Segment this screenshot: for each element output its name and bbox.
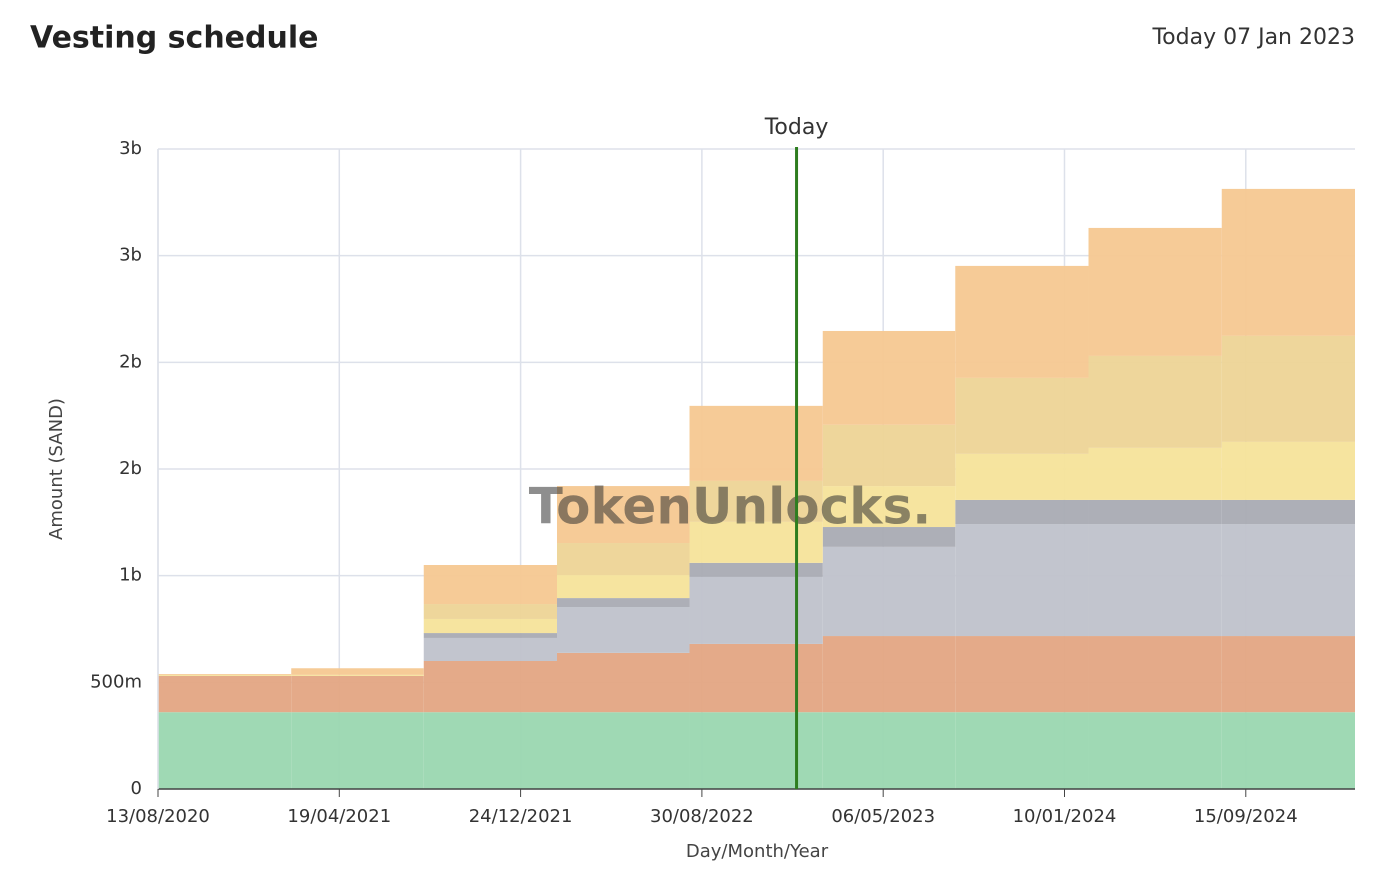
area-step xyxy=(557,575,690,599)
x-tick-label: 15/09/2024 xyxy=(1194,806,1298,827)
area-step xyxy=(1088,447,1222,500)
area-step xyxy=(557,607,690,653)
area-step xyxy=(689,405,823,481)
area-step xyxy=(955,499,1089,525)
area-step xyxy=(1088,524,1222,637)
y-axis-title: Amount (SAND) xyxy=(46,398,67,540)
area-step xyxy=(291,712,424,789)
area-step xyxy=(822,546,956,637)
area-step xyxy=(557,486,690,544)
area-step xyxy=(423,712,557,789)
area-step xyxy=(1221,524,1355,637)
area-step xyxy=(955,265,1089,378)
area-step xyxy=(291,675,424,713)
area-step xyxy=(822,636,956,713)
area-step xyxy=(955,453,1089,500)
area-step xyxy=(1088,636,1222,713)
area-step xyxy=(423,661,557,713)
area-step xyxy=(1088,355,1222,448)
area-step xyxy=(423,637,557,661)
page-title: Vesting schedule xyxy=(30,21,319,56)
x-tick-label: 19/04/2021 xyxy=(287,806,391,827)
area-step xyxy=(423,565,557,605)
x-tick-label: 10/01/2024 xyxy=(1013,806,1117,827)
watermark: TokenUnlocks. xyxy=(529,478,932,536)
area-step xyxy=(689,521,823,563)
area-step xyxy=(423,618,557,634)
area-step xyxy=(557,598,690,608)
area-step xyxy=(689,576,823,644)
area-step xyxy=(689,643,823,713)
area-step xyxy=(1088,227,1222,356)
area-step xyxy=(822,712,956,789)
area-step xyxy=(822,330,956,425)
area-step xyxy=(291,668,424,675)
area-step xyxy=(1221,441,1355,500)
area-step xyxy=(423,604,557,619)
area-step xyxy=(557,543,690,576)
area-step xyxy=(689,712,823,789)
area-step xyxy=(1088,712,1222,789)
area-step xyxy=(1221,712,1355,789)
y-tick-label: 0 xyxy=(131,778,142,799)
area-step xyxy=(423,633,557,638)
x-axis-title: Day/Month/Year xyxy=(686,841,829,862)
area-step xyxy=(955,377,1089,454)
today-date: Today 07 Jan 2023 xyxy=(1151,25,1355,50)
area-step xyxy=(955,524,1089,637)
area-step xyxy=(955,712,1089,789)
area-step xyxy=(689,480,823,522)
x-tick-label: 06/05/2023 xyxy=(831,806,935,827)
area-step xyxy=(158,674,292,676)
x-tick-label: 24/12/2021 xyxy=(469,806,573,827)
area-step xyxy=(1221,188,1355,336)
x-tick-label: 30/08/2022 xyxy=(650,806,754,827)
area-step xyxy=(158,675,292,713)
x-tick-label: 13/08/2020 xyxy=(106,806,210,827)
y-tick-label: 2b xyxy=(119,458,142,479)
area-step xyxy=(158,712,292,789)
area-step xyxy=(291,674,424,676)
y-tick-label: 1b xyxy=(119,565,142,586)
today-label: Today xyxy=(764,115,829,140)
area-step xyxy=(158,674,292,675)
area-step xyxy=(822,424,956,487)
area-step xyxy=(689,562,823,577)
area-step xyxy=(1221,499,1355,525)
y-tick-label: 500m xyxy=(90,671,142,692)
area-step xyxy=(557,652,690,713)
area-step xyxy=(822,527,956,547)
area-step xyxy=(557,712,690,789)
y-tick-label: 2b xyxy=(119,351,142,372)
area-step xyxy=(822,486,956,528)
y-tick-label: 3b xyxy=(119,245,142,266)
area-step xyxy=(1221,636,1355,713)
area-step xyxy=(1221,335,1355,442)
area-step xyxy=(955,636,1089,713)
area-step xyxy=(1088,499,1222,525)
y-tick-label: 3b xyxy=(119,138,142,159)
